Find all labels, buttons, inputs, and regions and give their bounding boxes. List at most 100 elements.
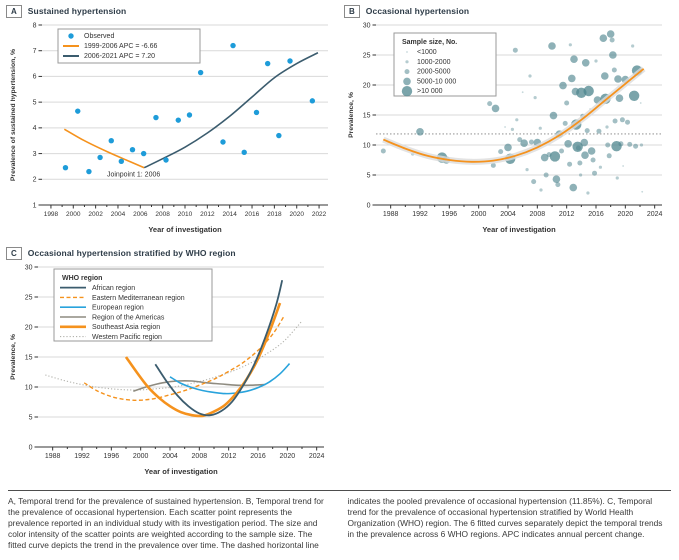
panel-b-title: Occasional hypertension (365, 6, 470, 16)
x-axis-label: Year of investigation (144, 467, 218, 476)
study-point (618, 141, 624, 147)
x-tick-label: 1996 (104, 453, 120, 460)
legend-size-marker (404, 69, 410, 75)
x-tick-label: 2000 (66, 211, 81, 218)
observed-point (62, 165, 69, 171)
y-axis-label: Prevalence, % (348, 92, 355, 138)
x-tick-label: 2012 (200, 211, 215, 218)
x-tick-label: 2012 (559, 211, 575, 218)
y-tick-label: 25 (363, 52, 371, 59)
study-point (606, 153, 612, 159)
study-point (525, 168, 529, 172)
study-point (619, 117, 625, 123)
observed-point (264, 60, 271, 67)
x-tick-label: 1988 (383, 211, 399, 218)
axes: 1998 2000 2002 2004 2006 2008 2010 2012 2014 2016… (10, 22, 328, 234)
y-tick-label: 30 (363, 22, 371, 29)
study-point (611, 67, 617, 73)
y-tick-label: 5 (29, 414, 33, 421)
panel-c-header: C Occasional hypertension stratified by … (6, 246, 338, 260)
y-tick-label: 15 (25, 354, 33, 361)
study-point (531, 179, 537, 185)
x-tick-label: 2008 (530, 211, 546, 218)
study-point (625, 119, 631, 125)
study-point (622, 165, 625, 167)
study-point (594, 59, 598, 63)
study-point (487, 101, 493, 107)
joinpoint-annotation: Joinpoint 1: 2006 (107, 172, 160, 179)
y-tick-label: 8 (33, 22, 37, 29)
observed-point (230, 42, 236, 49)
x-tick-label: 1992 (74, 453, 90, 460)
x-tick-label: 2016 (245, 211, 260, 218)
study-point (559, 148, 565, 154)
legend-title: Sample size, No. (402, 39, 457, 46)
study-point (504, 143, 512, 152)
study-point (605, 125, 609, 129)
x-tick-label: 2016 (588, 211, 604, 218)
sustained-hypertension-chart: 1998 2000 2002 2004 2006 2008 2010 2012 2014 2016… (10, 22, 328, 234)
study-point (581, 59, 590, 67)
study-point (543, 172, 549, 178)
study-point (549, 151, 561, 162)
legend-label: 5000-10 000 (417, 78, 456, 85)
study-point (569, 183, 578, 192)
who-region-chart: 1988 1992 1996 2000 2004 2008 2012 2016 2020 2024… (10, 264, 325, 476)
x-tick-label: 2008 (155, 211, 170, 218)
observed-point (153, 114, 159, 121)
study-point (606, 30, 615, 38)
observed-point (197, 69, 204, 76)
study-point (498, 149, 504, 155)
study-point (540, 153, 549, 162)
observed-point (75, 108, 81, 114)
study-point (533, 96, 537, 100)
study-point (615, 94, 624, 102)
y-tick-label: 4 (33, 125, 37, 132)
observed-point (97, 154, 103, 161)
study-point (581, 151, 589, 159)
observed-point (108, 138, 114, 144)
study-point (614, 75, 622, 83)
figure-caption: A, Temporal trend for the prevalence of … (8, 490, 671, 560)
study-point (609, 37, 615, 43)
study-point (584, 128, 590, 134)
study-point (416, 128, 424, 136)
study-point (583, 85, 594, 97)
observed-point (140, 150, 147, 157)
study-point (521, 91, 524, 94)
panel-a-letter: A (6, 4, 22, 18)
observed-point (86, 168, 92, 175)
region-curve (45, 320, 303, 391)
observed-point (253, 109, 260, 116)
study-point (598, 165, 602, 169)
y-tick-label: 10 (25, 384, 33, 391)
x-tick-label: 2024 (647, 211, 663, 218)
panel-a-title: Sustained hypertension (27, 6, 127, 16)
legend-label: Southeast Asia region (92, 324, 160, 331)
study-point (580, 138, 589, 147)
y-tick-label: 15 (363, 112, 371, 119)
panel-c-title: Occasional hypertension stratified by WH… (27, 248, 236, 258)
observed-point (220, 139, 226, 145)
study-point (592, 170, 598, 176)
x-tick-label: 2008 (192, 453, 208, 460)
study-point (564, 100, 570, 106)
study-point (575, 145, 581, 151)
study-point (586, 191, 590, 195)
y-tick-label: 5 (367, 172, 371, 179)
study-point (615, 176, 619, 180)
y-tick-label: 20 (363, 82, 371, 89)
legend: Sample size, No. <1000 1000-2000 2000-5000 5… (393, 32, 497, 97)
legend-size-marker (403, 77, 411, 86)
axes: 1988 1992 1996 2000 2004 2008 2012 2016 2020 2024… (348, 22, 663, 234)
study-point (577, 160, 583, 166)
y-axis-label: Prevalence, % (10, 334, 17, 380)
region-curve (83, 316, 285, 401)
study-point (568, 74, 576, 83)
observed-point (287, 58, 293, 64)
study-point (601, 72, 609, 80)
study-point (549, 111, 558, 120)
study-point (590, 157, 596, 163)
study-point (548, 42, 556, 50)
